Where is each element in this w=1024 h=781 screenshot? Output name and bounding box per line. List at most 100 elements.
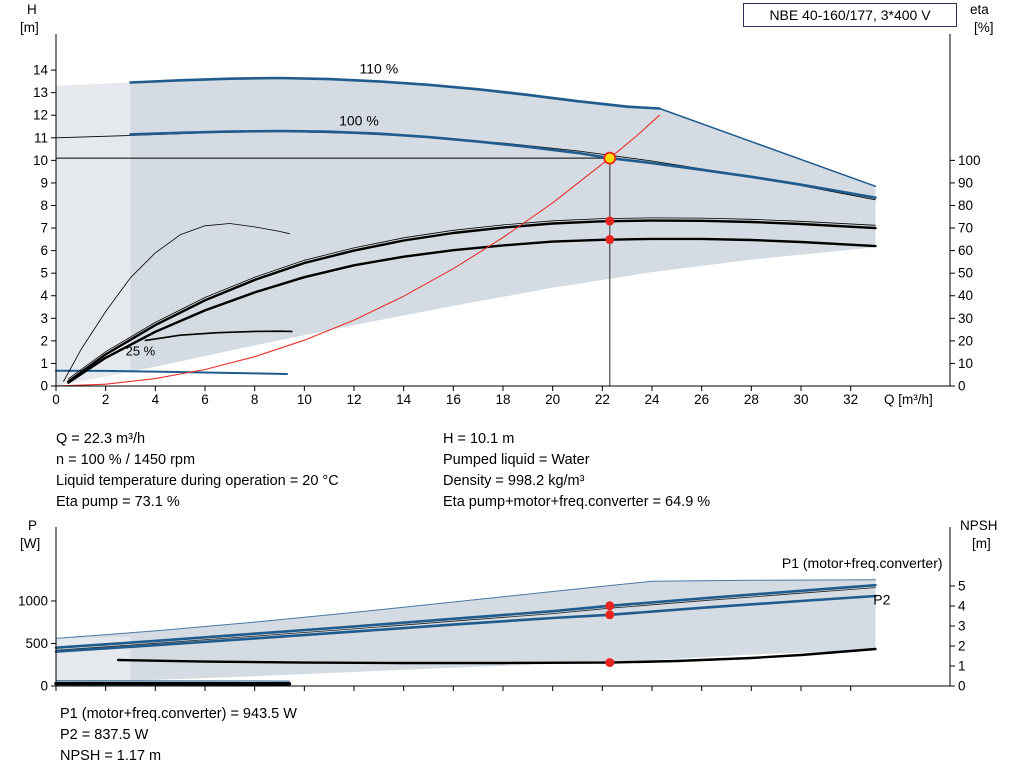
svg-text:24: 24: [644, 392, 660, 407]
curve-labels: P1 (motor+freq.converter) P2: [782, 555, 943, 608]
npsh-point: [605, 658, 615, 668]
eta-pump-curve: [67, 219, 877, 383]
svg-text:6: 6: [201, 392, 209, 407]
svg-text:10: 10: [33, 153, 48, 168]
svg-text:11: 11: [34, 130, 48, 145]
svg-text:1000: 1000: [18, 593, 48, 608]
svg-text:60: 60: [958, 243, 973, 258]
svg-text:0: 0: [40, 679, 48, 694]
system-curve: [55, 114, 661, 387]
svg-text:26: 26: [694, 392, 709, 407]
curve-label: 100 %: [339, 112, 379, 128]
detail-h: H = 10.1 m: [443, 431, 515, 447]
curve-25pct: [55, 369, 288, 375]
svg-text:500: 500: [25, 636, 48, 651]
svg-text:10: 10: [297, 392, 312, 407]
detail-npsh: NPSH = 1.17 m: [60, 748, 162, 764]
svg-text:12: 12: [33, 108, 48, 123]
svg-text:3: 3: [958, 619, 966, 634]
curve-label: 110 %: [359, 60, 398, 76]
svg-text:40: 40: [958, 288, 973, 303]
svg-text:0: 0: [958, 379, 966, 394]
reference-lines: [56, 157, 611, 386]
eta-axis-label: eta: [970, 2, 989, 17]
duty-point: [603, 151, 617, 165]
svg-text:18: 18: [495, 392, 510, 407]
curve-25pct-aux: [144, 330, 293, 342]
curve-label: 25 %: [126, 344, 156, 359]
duty-details-right: H = 10.1 m Pumped liquid = Water Density…: [443, 429, 710, 513]
svg-text:6: 6: [40, 243, 48, 258]
svg-text:12: 12: [346, 392, 361, 407]
power-details: P1 (motor+freq.converter) = 943.5 W P2 =…: [60, 704, 297, 767]
svg-text:80: 80: [958, 198, 973, 213]
svg-text:7: 7: [40, 221, 48, 236]
detail-p2: P2 = 837.5 W: [60, 727, 149, 743]
pump-title: NBE 40-160/177, 3*400 V: [769, 7, 931, 23]
detail-speed: n = 100 % / 1450 rpm: [56, 452, 196, 468]
eta-25pct-thin: [63, 223, 290, 382]
eta-total-point: [605, 235, 615, 245]
svg-text:8: 8: [40, 198, 48, 213]
detail-q: Q = 22.3 m³/h: [56, 431, 146, 447]
svg-text:0: 0: [52, 392, 60, 407]
detail-temperature: Liquid temperature during operation = 20…: [56, 473, 339, 489]
svg-text:50: 50: [958, 266, 973, 281]
svg-text:5: 5: [40, 266, 48, 281]
eta-pump-point: [605, 216, 615, 226]
svg-text:9: 9: [40, 175, 48, 190]
npsh-axis-label: NPSH: [960, 518, 998, 533]
pump-title-box: NBE 40-160/177, 3*400 V: [743, 3, 957, 27]
svg-text:4: 4: [958, 599, 966, 614]
svg-text:13: 13: [33, 85, 48, 100]
svg-text:16: 16: [446, 392, 461, 407]
p-axis-label: P: [28, 518, 38, 533]
h-axis-unit: [m]: [20, 20, 39, 35]
power-envelope: [56, 579, 876, 684]
svg-text:Q [m³/h]: Q [m³/h]: [884, 392, 933, 407]
curve-label: P1 (motor+freq.converter): [782, 555, 943, 571]
svg-text:2: 2: [102, 392, 110, 407]
curve-label: P2: [873, 591, 890, 607]
svg-text:0: 0: [40, 379, 48, 394]
duty-details-left: Q = 22.3 m³/h n = 100 % / 1450 rpm Liqui…: [56, 429, 339, 513]
detail-p1: P1 (motor+freq.converter) = 943.5 W: [60, 706, 297, 722]
p2-curve: [54, 594, 877, 653]
p1-curve: [54, 583, 877, 649]
svg-text:22: 22: [595, 392, 610, 407]
svg-text:5: 5: [958, 579, 966, 594]
svg-text:30: 30: [793, 392, 808, 407]
eta-axis-unit: [%]: [974, 20, 994, 35]
curve-100pct: [129, 129, 877, 199]
curve-110pct: [129, 76, 661, 110]
detail-eta-pump: Eta pump = 73.1 %: [56, 494, 180, 510]
svg-text:4: 4: [152, 392, 160, 407]
p1-point: [605, 601, 615, 611]
eta-total-curve: [67, 237, 877, 384]
series: [54, 579, 877, 686]
p2-point: [605, 610, 615, 620]
npsh-axis-unit: [m]: [972, 536, 991, 551]
svg-text:2: 2: [40, 333, 48, 348]
svg-text:8: 8: [251, 392, 259, 407]
svg-text:100: 100: [958, 153, 981, 168]
axes: 0 500 1000 0 1 2 3 4 5: [18, 527, 966, 694]
svg-text:3: 3: [40, 311, 48, 326]
svg-text:1: 1: [958, 659, 966, 674]
p-axis-unit: [W]: [20, 536, 41, 551]
svg-text:30: 30: [958, 311, 973, 326]
svg-text:1: 1: [40, 356, 48, 371]
p1-thin: [55, 587, 876, 651]
envelope-left-light: [56, 82, 131, 386]
series: [55, 76, 877, 387]
svg-text:14: 14: [33, 63, 49, 78]
svg-text:4: 4: [40, 288, 48, 303]
npsh-curve: [116, 647, 877, 665]
svg-text:2: 2: [958, 639, 966, 654]
detail-liquid: Pumped liquid = Water: [443, 452, 590, 468]
svg-text:90: 90: [958, 175, 973, 190]
eta-pump-thin: [68, 217, 876, 380]
svg-text:20: 20: [545, 392, 560, 407]
